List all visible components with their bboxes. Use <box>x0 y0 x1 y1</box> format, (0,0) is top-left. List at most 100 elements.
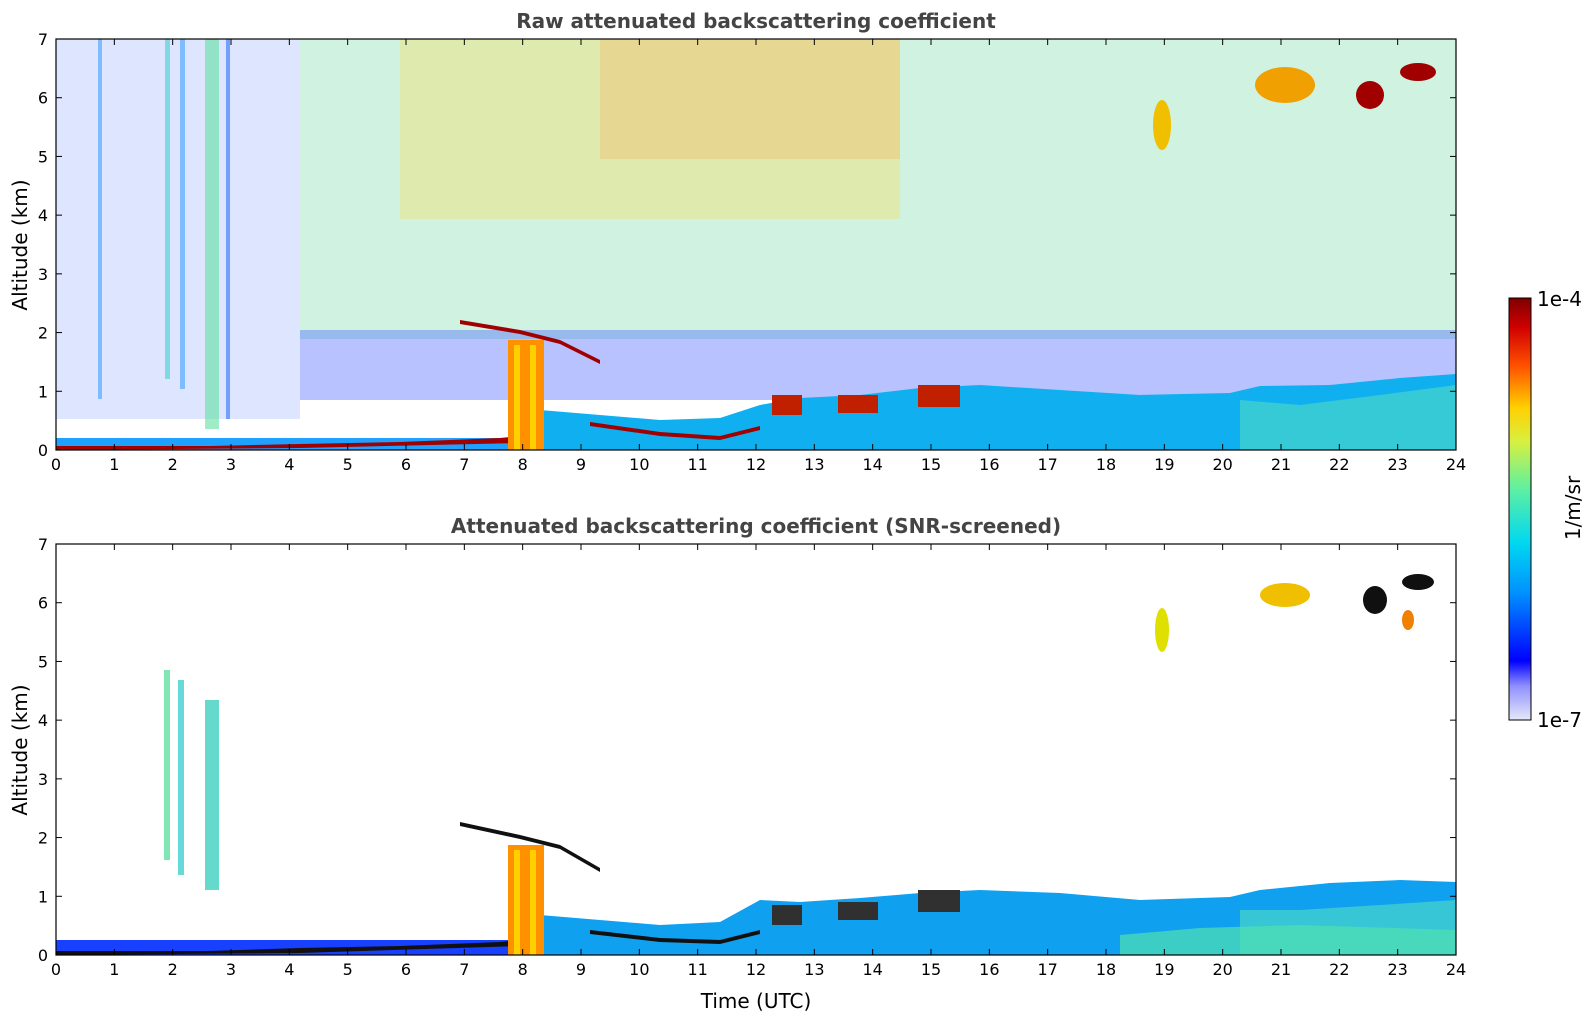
x-tick-label: 7 <box>459 960 469 979</box>
y-tick-label: 3 <box>38 265 48 284</box>
x-tick-label: 11 <box>687 455 707 474</box>
precipitation-column <box>508 845 544 955</box>
y-tick-label: 2 <box>38 829 48 848</box>
x-tick-label: 9 <box>576 960 586 979</box>
x-tick-label: 20 <box>1212 960 1232 979</box>
x-tick-label: 24 <box>1446 455 1466 474</box>
x-tick-label: 23 <box>1387 960 1407 979</box>
y-tick-label: 4 <box>38 711 48 730</box>
x-tick-label: 11 <box>687 960 707 979</box>
y-tick-label: 0 <box>38 441 48 460</box>
y-tick-label: 3 <box>38 770 48 789</box>
x-tick-label: 15 <box>921 455 941 474</box>
panel-raw-title: Raw attenuated backscattering coefficien… <box>516 9 996 33</box>
x-tick-label: 14 <box>862 960 882 979</box>
upper-cloud <box>1260 583 1310 607</box>
x-tick-label: 4 <box>284 960 294 979</box>
colorbar-unit-label: 1/m/sr <box>1561 475 1585 540</box>
y-tick-label: 4 <box>38 206 48 225</box>
x-tick-label: 21 <box>1271 455 1291 474</box>
x-tick-label: 14 <box>862 455 882 474</box>
x-tick-label: 1 <box>109 455 119 474</box>
x-tick-label: 22 <box>1329 960 1349 979</box>
upper-cloud <box>1255 67 1315 103</box>
upper-cloud <box>1155 608 1169 652</box>
x-tick-label: 2 <box>168 960 178 979</box>
colorbar-max-label: 1e-4 <box>1537 287 1582 311</box>
x-tick-label: 3 <box>226 455 236 474</box>
x-tick-label: 21 <box>1271 960 1291 979</box>
x-tick-label: 18 <box>1096 960 1116 979</box>
x-tick-label: 24 <box>1446 960 1466 979</box>
panel-raw: Raw attenuated backscattering coefficien… <box>8 9 1466 474</box>
y-tick-label: 2 <box>38 324 48 343</box>
x-tick-label: 17 <box>1037 960 1057 979</box>
x-tick-label: 22 <box>1329 455 1349 474</box>
noise-field-warm <box>400 39 900 219</box>
y-tick-label: 1 <box>38 887 48 906</box>
x-tick-label: 13 <box>804 455 824 474</box>
x-tick-label: 15 <box>921 960 941 979</box>
panel-screened-y-label: Altitude (km) <box>8 684 32 815</box>
colorbar: 1e-4 1e-7 1/m/sr <box>1508 287 1585 732</box>
colorbar-gradient <box>1508 297 1532 721</box>
panel-raw-y-ticks: 0 1 2 3 4 5 6 7 <box>38 30 1456 460</box>
y-tick-label: 0 <box>38 946 48 965</box>
panel-screened-x-ticks: 0 1 2 3 4 5 6 7 8 9 10 11 12 13 14 15 16 17 18 19 20 21 22 23 24 <box>51 544 1466 979</box>
x-tick-label: 18 <box>1096 455 1116 474</box>
x-tick-label: 10 <box>629 960 649 979</box>
x-tick-label: 17 <box>1037 455 1057 474</box>
x-tick-label: 16 <box>979 960 999 979</box>
x-tick-label: 23 <box>1387 455 1407 474</box>
x-tick-label: 6 <box>401 960 411 979</box>
panel-raw-x-ticks: 0 1 2 3 4 5 6 7 8 9 10 11 12 13 14 15 16 17 18 19 20 21 22 23 24 <box>51 39 1466 474</box>
x-tick-label: 13 <box>804 960 824 979</box>
panel-screened-heatmap <box>56 544 1456 955</box>
y-tick-label: 7 <box>38 30 48 49</box>
upper-cloud <box>1363 586 1387 614</box>
panel-screened: Attenuated backscattering coefficient (S… <box>8 514 1466 1013</box>
colorbar-min-label: 1e-7 <box>1537 708 1582 732</box>
upper-cloud <box>1400 63 1436 81</box>
elevated-layer <box>460 320 600 364</box>
x-tick-label: 6 <box>401 455 411 474</box>
upper-cloud <box>1153 100 1171 150</box>
x-tick-label: 10 <box>629 455 649 474</box>
x-tick-label: 8 <box>518 455 528 474</box>
panel-screened-y-ticks: 0 1 2 3 4 5 6 7 <box>38 535 1456 965</box>
panel-screened-title: Attenuated backscattering coefficient (S… <box>451 514 1061 538</box>
surface-layer-core <box>56 940 520 955</box>
x-tick-label: 0 <box>51 960 61 979</box>
surface-layer-core <box>56 436 520 450</box>
y-tick-label: 1 <box>38 382 48 401</box>
x-tick-label: 1 <box>109 960 119 979</box>
x-tick-label: 19 <box>1154 455 1174 474</box>
boundary-layer-fill <box>540 374 1456 450</box>
x-tick-label: 2 <box>168 455 178 474</box>
y-tick-label: 5 <box>38 147 48 166</box>
x-tick-label: 0 <box>51 455 61 474</box>
noise-field-hot <box>600 39 900 159</box>
y-tick-label: 6 <box>38 594 48 613</box>
panel-raw-y-label: Altitude (km) <box>8 179 32 310</box>
x-tick-label: 12 <box>746 960 766 979</box>
x-tick-label: 20 <box>1212 455 1232 474</box>
x-tick-label: 19 <box>1154 960 1174 979</box>
y-tick-label: 5 <box>38 652 48 671</box>
x-tick-label: 7 <box>459 455 469 474</box>
y-tick-label: 7 <box>38 535 48 554</box>
panel-raw-heatmap <box>56 39 1456 450</box>
precipitation-column <box>508 340 544 450</box>
x-tick-label: 16 <box>979 455 999 474</box>
x-tick-label: 4 <box>284 455 294 474</box>
x-axis-label: Time (UTC) <box>700 989 812 1013</box>
x-tick-label: 9 <box>576 455 586 474</box>
x-tick-label: 5 <box>343 960 353 979</box>
x-tick-label: 8 <box>518 960 528 979</box>
upper-cloud <box>1402 574 1434 590</box>
elevated-layer <box>460 822 600 872</box>
x-tick-label: 3 <box>226 960 236 979</box>
x-tick-label: 12 <box>746 455 766 474</box>
upper-cloud <box>1356 81 1384 109</box>
